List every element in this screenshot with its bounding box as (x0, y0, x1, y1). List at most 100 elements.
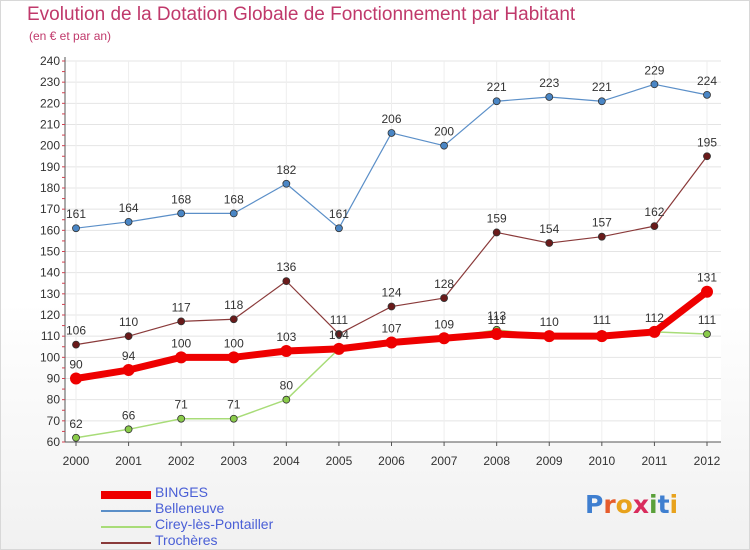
data-label-belleneuve: 168 (224, 192, 244, 206)
proxiti-logo: Proxiti (585, 490, 678, 519)
data-label-cirey-l-s-pontailler: 80 (280, 379, 294, 393)
data-point-troch-res (545, 239, 554, 247)
data-label-troch-res: 195 (697, 135, 717, 149)
chart-subtitle: (en € et par an) (29, 29, 112, 43)
data-label-belleneuve: 164 (119, 201, 139, 215)
data-point-cirey-l-s-pontailler (177, 414, 186, 423)
data-point-belleneuve (440, 141, 448, 150)
x-tick-label: 2003 (220, 454, 247, 468)
data-point-troch-res (703, 152, 711, 161)
data-point-cirey-l-s-pontailler (124, 425, 133, 434)
y-tick-label: 140 (40, 266, 60, 280)
data-label-troch-res: 110 (119, 315, 138, 329)
data-label-troch-res: 128 (434, 277, 454, 291)
data-point-binges (490, 328, 503, 341)
legend-swatch-belleneuve (101, 510, 151, 512)
data-label-troch-res: 111 (330, 313, 349, 327)
y-tick-label: 200 (40, 139, 60, 153)
y-tick-label: 120 (40, 308, 60, 322)
y-tick-label: 110 (41, 329, 60, 343)
x-tick-label: 2002 (168, 454, 195, 468)
x-tick-label: 2004 (273, 454, 300, 468)
data-point-belleneuve (72, 224, 80, 233)
x-tick-label: 2008 (483, 454, 510, 468)
x-tick-label: 2000 (63, 454, 90, 468)
data-point-troch-res (72, 340, 80, 349)
data-point-binges (70, 372, 82, 385)
data-point-binges (438, 332, 451, 345)
data-point-troch-res (177, 317, 186, 326)
logo-letter: P (585, 490, 604, 519)
data-label-troch-res: 117 (172, 300, 191, 314)
data-point-belleneuve (282, 179, 291, 188)
data-label-belleneuve: 221 (592, 80, 612, 94)
y-tick-label: 60 (47, 435, 61, 449)
y-tick-label: 240 (40, 54, 60, 68)
data-label-troch-res: 154 (539, 222, 559, 236)
data-point-troch-res (650, 222, 659, 231)
data-label-troch-res: 162 (644, 205, 664, 219)
data-label-belleneuve: 161 (66, 207, 86, 221)
y-tick-label: 190 (40, 160, 60, 174)
x-tick-label: 2010 (588, 454, 615, 468)
data-point-belleneuve (597, 97, 606, 106)
data-label-belleneuve: 206 (381, 112, 401, 126)
data-label-cirey-l-s-pontailler: 111 (593, 313, 612, 327)
data-point-binges (701, 285, 713, 298)
data-point-troch-res (124, 332, 133, 341)
data-point-cirey-l-s-pontailler (282, 395, 291, 404)
data-label-belleneuve: 200 (434, 125, 454, 139)
data-point-troch-res (440, 294, 448, 302)
legend-label: Belleneuve (155, 500, 225, 516)
data-point-belleneuve (335, 224, 343, 233)
data-point-cirey-l-s-pontailler (229, 414, 238, 423)
data-label-troch-res: 159 (487, 211, 507, 225)
data-point-binges (227, 351, 240, 364)
data-point-binges (175, 351, 188, 364)
data-label-binges: 103 (276, 330, 296, 344)
data-point-troch-res (387, 302, 396, 311)
data-point-cirey-l-s-pontailler (703, 330, 711, 338)
legend-swatch-cirey (101, 526, 151, 528)
data-label-binges: 94 (122, 349, 136, 363)
data-label-belleneuve: 168 (171, 192, 191, 206)
data-label-troch-res: 106 (66, 324, 86, 338)
data-label-belleneuve: 229 (644, 63, 664, 77)
data-point-belleneuve (387, 129, 396, 137)
y-tick-label: 150 (40, 245, 60, 259)
data-point-belleneuve (703, 90, 711, 99)
y-tick-label: 130 (40, 287, 60, 301)
data-label-binges: 100 (224, 336, 244, 350)
y-tick-label: 210 (40, 118, 60, 132)
y-tick-label: 180 (40, 181, 60, 195)
legend-label: Cirey-lès-Pontailler (155, 516, 274, 532)
logo-letter: r (603, 490, 616, 519)
data-label-binges: 100 (171, 336, 191, 350)
data-point-belleneuve (545, 93, 554, 101)
data-label-cirey-l-s-pontailler: 71 (227, 398, 241, 412)
data-point-troch-res (492, 228, 501, 237)
legend-label: BINGES (155, 484, 208, 500)
data-label-belleneuve: 182 (276, 163, 296, 177)
data-label-troch-res: 124 (381, 286, 401, 300)
y-tick-label: 170 (40, 202, 60, 216)
x-tick-label: 2005 (326, 454, 353, 468)
x-tick-label: 2012 (694, 454, 721, 468)
data-label-belleneuve: 223 (539, 76, 559, 90)
data-label-belleneuve: 224 (697, 74, 717, 88)
logo-letter: i (669, 490, 679, 519)
data-point-troch-res (229, 315, 238, 324)
data-point-binges (385, 336, 398, 349)
data-label-troch-res: 157 (592, 216, 612, 230)
data-label-cirey-l-s-pontailler: 107 (381, 322, 401, 336)
data-point-troch-res (282, 277, 291, 286)
data-label-binges: 131 (697, 271, 717, 285)
data-point-troch-res (597, 232, 606, 241)
data-label-cirey-l-s-pontailler: 66 (122, 408, 136, 422)
logo-letter: i (649, 490, 658, 519)
data-label-cirey-l-s-pontailler: 104 (329, 328, 349, 342)
chart-title: Evolution de la Dotation Globale de Fonc… (27, 4, 576, 25)
data-label-cirey-l-s-pontailler: 112 (645, 311, 664, 325)
